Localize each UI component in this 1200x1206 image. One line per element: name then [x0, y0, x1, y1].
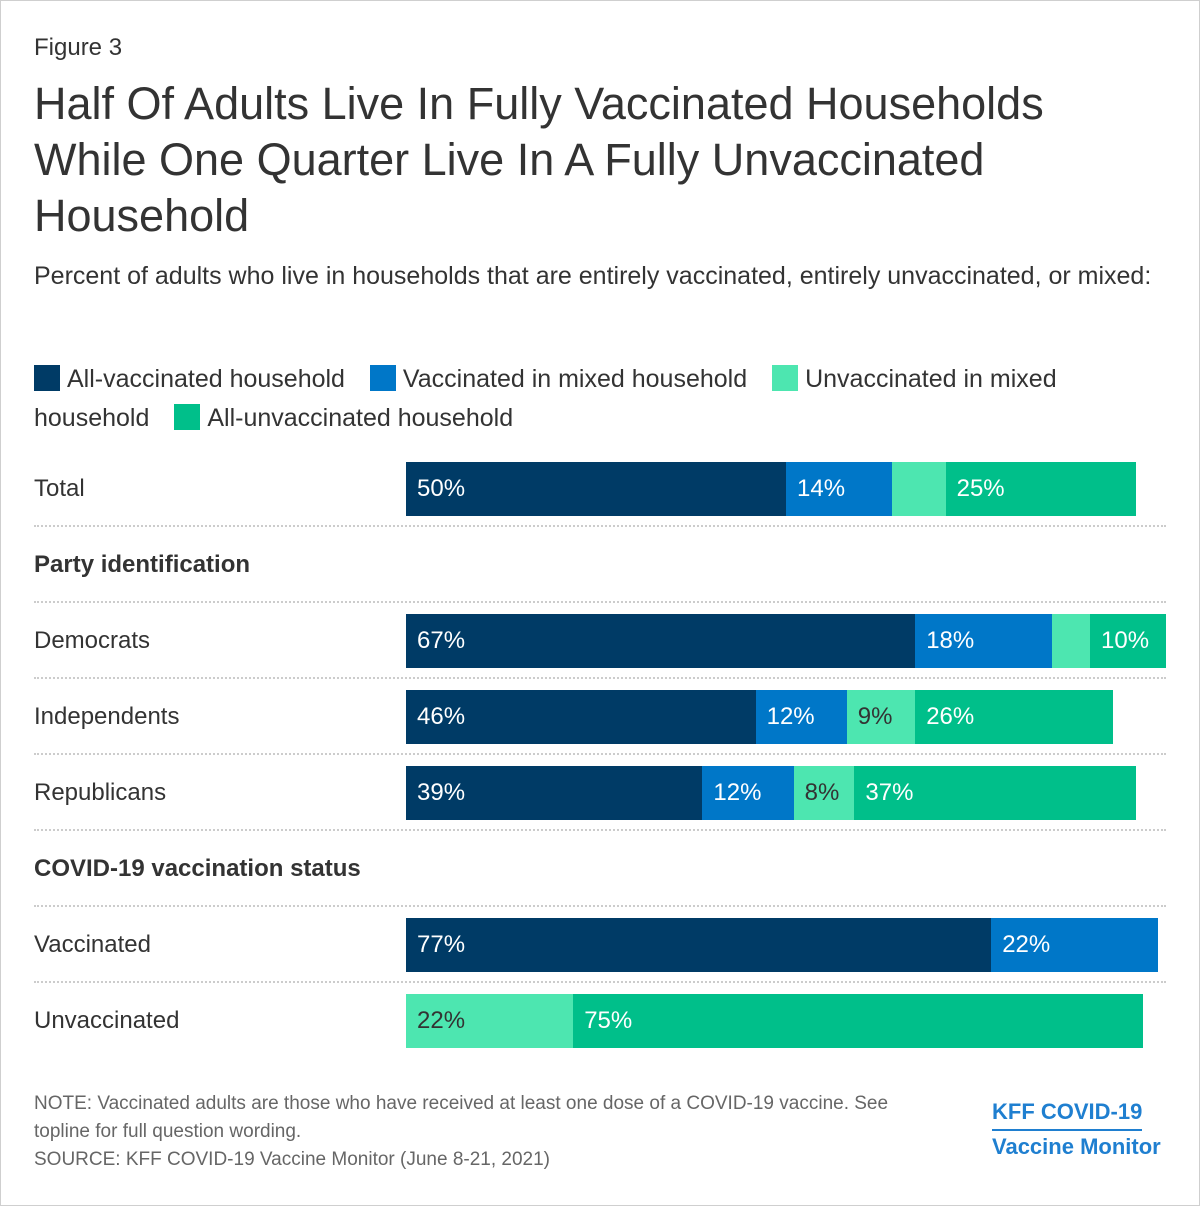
- legend-label: Vaccinated in mixed household: [402, 365, 748, 393]
- bar-segment-all-unvaccinated: 25%: [945, 462, 1136, 516]
- source-text: SOURCE: KFF COVID-19 Vaccine Monitor (Ju…: [34, 1149, 551, 1170]
- bar-segment-all-unvaccinated: 37%: [854, 766, 1136, 820]
- bar-segment-vaccinated-mixed: 12%: [755, 690, 847, 744]
- section-label-vaccination-status: COVID-19 vaccination status: [34, 855, 361, 882]
- bar-segment-unvaccinated-mixed: 8%: [793, 766, 855, 820]
- legend-item-all-unvaccinated: All-unvaccinated household: [174, 404, 513, 432]
- divider: [34, 905, 1166, 907]
- bar-segment-all-unvaccinated: 26%: [915, 690, 1113, 744]
- brand-line-1: KFF COVID-19: [992, 1096, 1143, 1131]
- legend: All-vaccinated household Vaccinated in m…: [34, 360, 1174, 438]
- bar-segment-unvaccinated-mixed: 22%: [406, 994, 574, 1048]
- row-label-democrats: Democrats: [34, 627, 151, 654]
- divider: [34, 829, 1166, 831]
- bar-segment-all-unvaccinated: 75%: [573, 994, 1144, 1048]
- row-label-independents: Independents: [34, 703, 180, 730]
- legend-label: All-vaccinated household: [67, 365, 345, 393]
- row-label-vaccinated: Vaccinated: [34, 931, 151, 958]
- legend-item-vaccinated-mixed: Vaccinated in mixed household: [369, 365, 748, 393]
- bar-segment-vaccinated-mixed: 22%: [991, 918, 1159, 972]
- chart-title: Half Of Adults Live In Fully Vaccinated …: [34, 78, 1044, 241]
- bar-segment-all-unvaccinated: 10%: [1090, 614, 1166, 668]
- bar-segment-vaccinated-mixed: 14%: [786, 462, 893, 516]
- bar-segment-all-vaccinated: 67%: [406, 614, 916, 668]
- footnote: NOTE: Vaccinated adults are those who ha…: [34, 1090, 934, 1174]
- legend-swatch: [34, 365, 60, 391]
- legend-label: All-unvaccinated household: [207, 404, 514, 432]
- brand-line-2: Vaccine Monitor: [992, 1134, 1161, 1159]
- bar-segment-vaccinated-mixed: 18%: [915, 614, 1052, 668]
- row-label-republicans: Republicans: [34, 779, 167, 806]
- bar-segment-all-vaccinated: 77%: [406, 918, 992, 972]
- bar-segment-unvaccinated-mixed: 9%: [846, 690, 916, 744]
- legend-swatch: [174, 404, 201, 430]
- row-label-total: Total: [34, 475, 85, 502]
- divider: [34, 601, 1166, 603]
- section-label-party: Party identification: [34, 551, 251, 578]
- divider: [34, 753, 1166, 755]
- legend-item-unvaccinated-mixed: Unvaccinated in mixed household: [34, 365, 1057, 432]
- note-text: NOTE: Vaccinated adults are those who ha…: [34, 1093, 889, 1142]
- legend-label: Unvaccinated in mixed household: [34, 365, 1057, 432]
- legend-item-all-vaccinated: All-vaccinated household: [34, 365, 345, 393]
- kff-brand-logo: KFF COVID-19 Vaccine Monitor: [992, 1096, 1161, 1163]
- bar-segment-vaccinated-mixed: 12%: [702, 766, 794, 820]
- divider: [34, 525, 1166, 527]
- figure-label: Figure 3: [34, 34, 123, 61]
- chart-subtitle: Percent of adults who live in households…: [34, 262, 1152, 290]
- row-label-unvaccinated: Unvaccinated: [34, 1007, 180, 1034]
- bar-segment-all-vaccinated: 46%: [406, 690, 756, 744]
- divider: [34, 981, 1166, 983]
- bar-segment-all-vaccinated: 50%: [406, 462, 786, 516]
- legend-swatch: [369, 365, 396, 391]
- legend-swatch: [772, 365, 799, 391]
- bar-segment-unvaccinated-mixed: [1052, 614, 1090, 668]
- bar-segment-all-vaccinated: 39%: [406, 766, 703, 820]
- divider: [34, 677, 1166, 679]
- bar-segment-unvaccinated-mixed: [892, 462, 946, 516]
